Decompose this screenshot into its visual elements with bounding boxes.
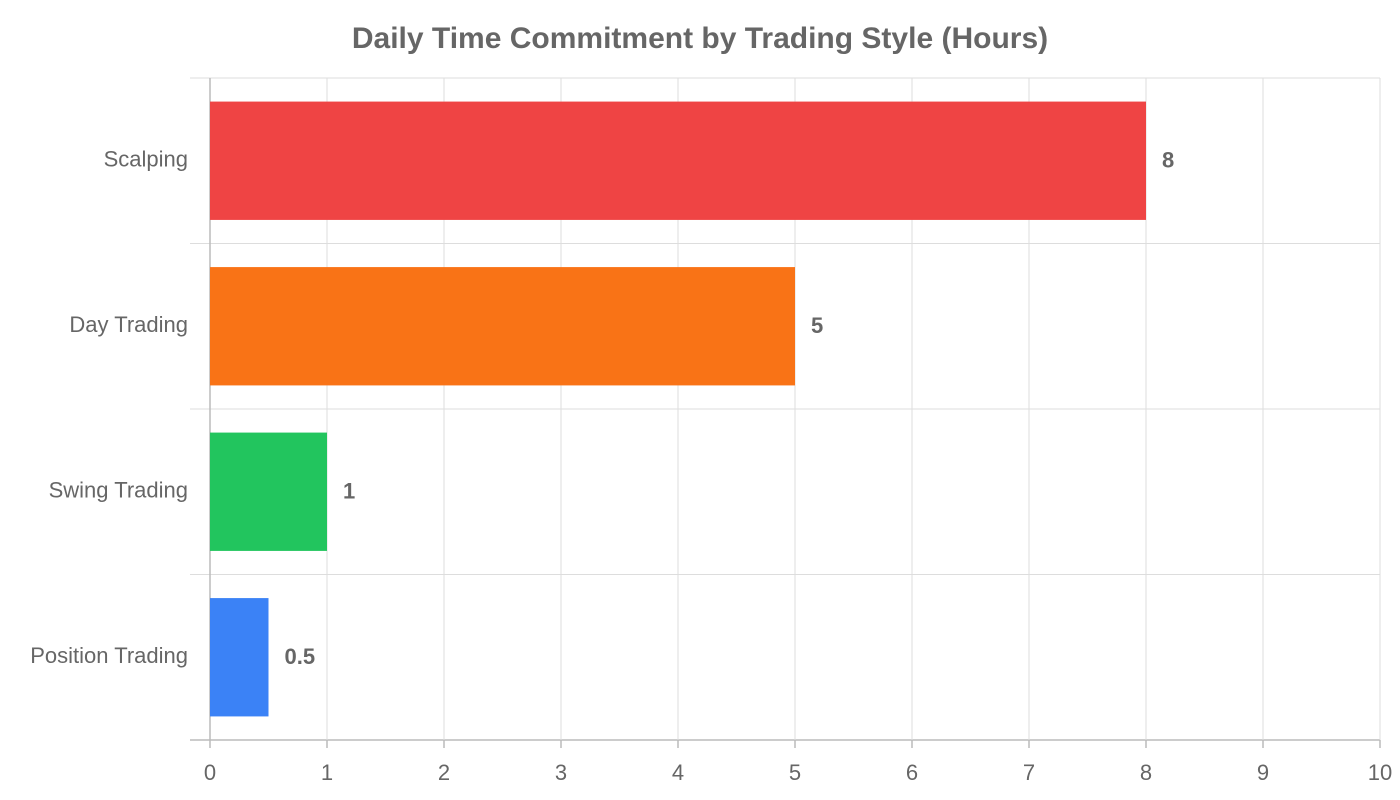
x-tick-label: 3 (555, 760, 567, 785)
bar (210, 101, 1146, 220)
value-label: 0.5 (285, 644, 316, 669)
x-tick-label: 5 (789, 760, 801, 785)
x-tick-label: 9 (1257, 760, 1269, 785)
x-tick-label: 7 (1023, 760, 1035, 785)
x-tick-label: 1 (321, 760, 333, 785)
x-tick-label: 6 (906, 760, 918, 785)
bar (210, 267, 795, 386)
x-tick-label: 8 (1140, 760, 1152, 785)
bar (210, 432, 327, 551)
bar (210, 598, 269, 717)
x-tick-label: 10 (1368, 760, 1392, 785)
y-tick-label: Day Trading (69, 312, 188, 337)
chart-title: Daily Time Commitment by Trading Style (… (352, 22, 1048, 55)
x-tick-label: 0 (204, 760, 216, 785)
value-label: 1 (343, 479, 355, 504)
y-tick-label: Position Trading (30, 643, 188, 668)
x-tick-label: 4 (672, 760, 684, 785)
value-label: 5 (811, 313, 823, 338)
x-tick-label: 2 (438, 760, 450, 785)
y-tick-label: Scalping (104, 147, 188, 172)
y-tick-label: Swing Trading (49, 478, 188, 503)
value-label: 8 (1162, 148, 1174, 173)
